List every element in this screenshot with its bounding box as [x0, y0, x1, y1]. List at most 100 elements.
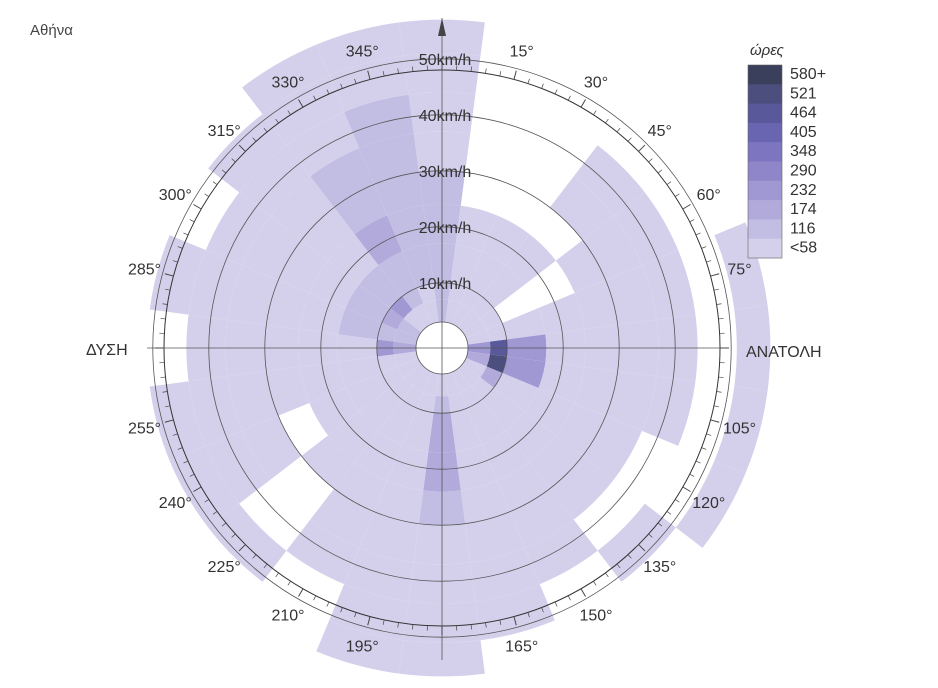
direction-label: 330° [271, 74, 304, 91]
sector-cell [390, 296, 413, 319]
legend-label: 348 [790, 143, 817, 160]
direction-tick [666, 511, 672, 515]
direction-tick [554, 89, 558, 95]
sector-cell [460, 386, 482, 409]
direction-tick [172, 260, 178, 263]
sector-cell [457, 363, 481, 387]
sector-cell [378, 251, 418, 297]
sector-cell [387, 205, 429, 252]
sector-cell [338, 308, 382, 340]
direction-tick [682, 204, 691, 210]
sector-cell [524, 387, 575, 436]
direction-tick [367, 70, 371, 80]
direction-tick [718, 318, 724, 320]
direction-tick [527, 612, 530, 618]
sector-cell [402, 386, 424, 409]
sector-cell [402, 287, 424, 310]
sector-cell [466, 251, 506, 297]
sector-cell [359, 265, 403, 309]
sector-cell [394, 351, 418, 367]
direction-tick [298, 588, 304, 597]
sector-cell [301, 435, 355, 489]
direction-tick [485, 68, 487, 74]
direction-label: 30° [584, 74, 608, 91]
direction-tick [193, 486, 202, 492]
direction-label: 105° [723, 421, 756, 438]
sector-cell [451, 303, 472, 328]
sector-cell [344, 547, 414, 602]
direction-tick [238, 144, 246, 152]
sector-cell [502, 356, 546, 388]
sector-cell [502, 308, 546, 340]
direction-tick [193, 204, 202, 210]
direction-tick [716, 391, 722, 393]
direction-tick [580, 588, 586, 597]
direction-tick [252, 137, 257, 142]
sector-cell [450, 408, 482, 452]
direction-label: 255° [128, 421, 161, 438]
sector-cell [481, 430, 530, 481]
sector-cell [675, 460, 746, 548]
legend-title: ώρες [750, 42, 784, 59]
direction-tick [183, 232, 189, 236]
direction-tick [499, 619, 502, 625]
direction-tick [485, 622, 487, 628]
direction-tick [340, 83, 343, 89]
sector-cell [208, 114, 287, 193]
sector-cell [266, 366, 310, 416]
direction-tick [567, 595, 571, 601]
direction-tick [638, 144, 646, 152]
sector-cell [329, 55, 409, 112]
sector-cell [445, 300, 461, 324]
sector-cell [574, 366, 618, 416]
sector-cell [455, 205, 497, 252]
wind-rose-grid [147, 18, 732, 660]
legend-frame [747, 64, 783, 259]
sector-cell [462, 318, 487, 339]
direction-tick [706, 433, 712, 436]
sector-cell [208, 503, 287, 582]
direction-tick [674, 193, 680, 197]
sector-cell [549, 455, 614, 520]
direction-label: 210° [271, 608, 304, 625]
wind-rose-labels: 15° 30° 45° 60° 75° 105° 120° 135° 150° 165° 195° 2… [86, 43, 822, 655]
sector-cell [466, 329, 490, 345]
sector-cell [605, 265, 657, 325]
sector-cell [390, 377, 413, 400]
direction-tick [165, 405, 171, 408]
direction-tick [275, 572, 279, 578]
east-label: ΑΝΑΤΟΛΗ [746, 344, 822, 361]
direction-tick [204, 193, 210, 197]
sector-cell [345, 372, 391, 412]
sector-cell [316, 22, 404, 76]
direction-tick [340, 607, 343, 613]
sector-cell [471, 377, 494, 400]
direction-tick [470, 66, 472, 72]
sector-cell [613, 192, 679, 266]
direction-tick [716, 303, 722, 305]
sector-cell [573, 145, 645, 217]
sector-cell [529, 435, 583, 489]
direction-tick [212, 181, 218, 185]
sector-cell [334, 461, 388, 512]
sector-cell [450, 244, 482, 288]
sector-cell [486, 354, 507, 373]
sector-cell [445, 372, 461, 396]
direction-tick [160, 376, 166, 378]
direction-tick [648, 158, 653, 163]
direction-tick [638, 544, 646, 552]
legend-swatch [748, 200, 782, 220]
sector-cell [481, 387, 525, 431]
direction-label: 345° [346, 43, 379, 60]
sector-cell [310, 488, 375, 548]
legend-label: 580+ [790, 66, 826, 83]
direction-tick [298, 99, 304, 108]
sector-cell [205, 430, 271, 504]
sector-cell [734, 305, 771, 391]
direction-tick [695, 460, 701, 464]
direction-tick [287, 110, 291, 116]
sector-cell [169, 445, 240, 528]
direction-tick [674, 499, 680, 503]
sector-cell [555, 402, 606, 456]
sector-cell [582, 216, 642, 281]
